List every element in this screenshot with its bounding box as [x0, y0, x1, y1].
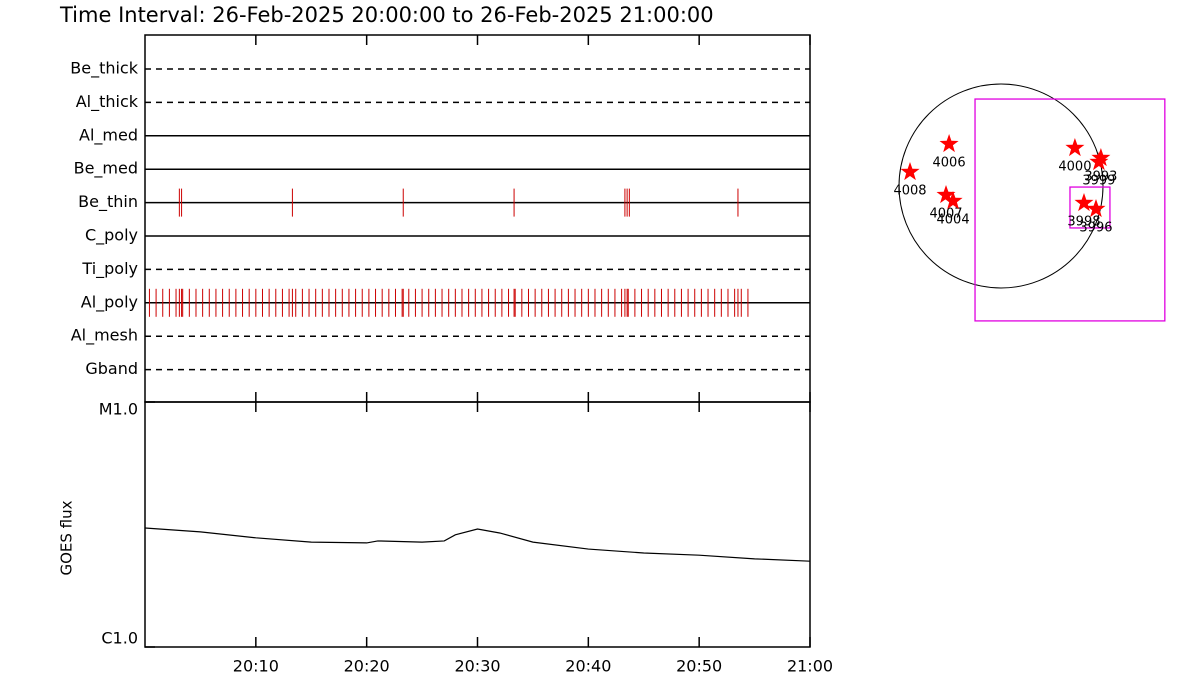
x-tick-label: 20:10	[233, 657, 279, 676]
region-label: 3999	[1082, 174, 1115, 189]
x-tick-label: 21:00	[787, 657, 833, 676]
row-label: Al_poly	[81, 292, 138, 312]
region-label: 3993	[1084, 170, 1117, 185]
region-label: 4004	[937, 213, 970, 228]
goes-curve	[144, 527, 811, 562]
fov-box	[1069, 186, 1111, 229]
x-tick-label: 20:40	[565, 657, 611, 676]
region-star	[1074, 193, 1094, 212]
region-label: 3998	[1067, 215, 1100, 230]
x-tick-label: 20:50	[676, 657, 722, 676]
region-star	[1089, 152, 1109, 171]
row-label: Be_thick	[70, 59, 138, 79]
region-star	[1065, 138, 1085, 157]
row-label: Al_med	[79, 125, 138, 145]
solar-limb	[898, 83, 1104, 289]
region-label: 3996	[1079, 221, 1112, 236]
row-label: Be_med	[74, 159, 138, 179]
row-label: Ti_poly	[81, 259, 138, 279]
x-tick-label: 20:20	[344, 657, 390, 676]
row-label: C_poly	[85, 226, 138, 246]
y-tick-label: M1.0	[99, 400, 138, 419]
region-label: 4008	[893, 184, 926, 199]
row-label: Al_thick	[76, 92, 139, 112]
region-label: 4007	[929, 207, 962, 222]
row-label: Al_mesh	[71, 326, 138, 346]
region-star	[936, 185, 956, 204]
region-star	[1086, 199, 1106, 218]
region-label: 4006	[933, 156, 966, 171]
row-label: Be_thin	[78, 192, 138, 212]
region-star	[1091, 148, 1111, 167]
row-label: Gband	[85, 359, 138, 378]
region-star	[939, 134, 959, 153]
region-star	[943, 191, 963, 210]
region-label: 4000	[1058, 160, 1091, 175]
chart-title: Time Interval: 26-Feb-2025 20:00:00 to 2…	[59, 3, 714, 27]
y-tick-label: C1.0	[101, 629, 138, 648]
y-axis-title: GOES flux	[58, 500, 76, 575]
x-tick-label: 20:30	[454, 657, 500, 676]
fov-box	[974, 98, 1166, 322]
region-star	[900, 162, 920, 181]
